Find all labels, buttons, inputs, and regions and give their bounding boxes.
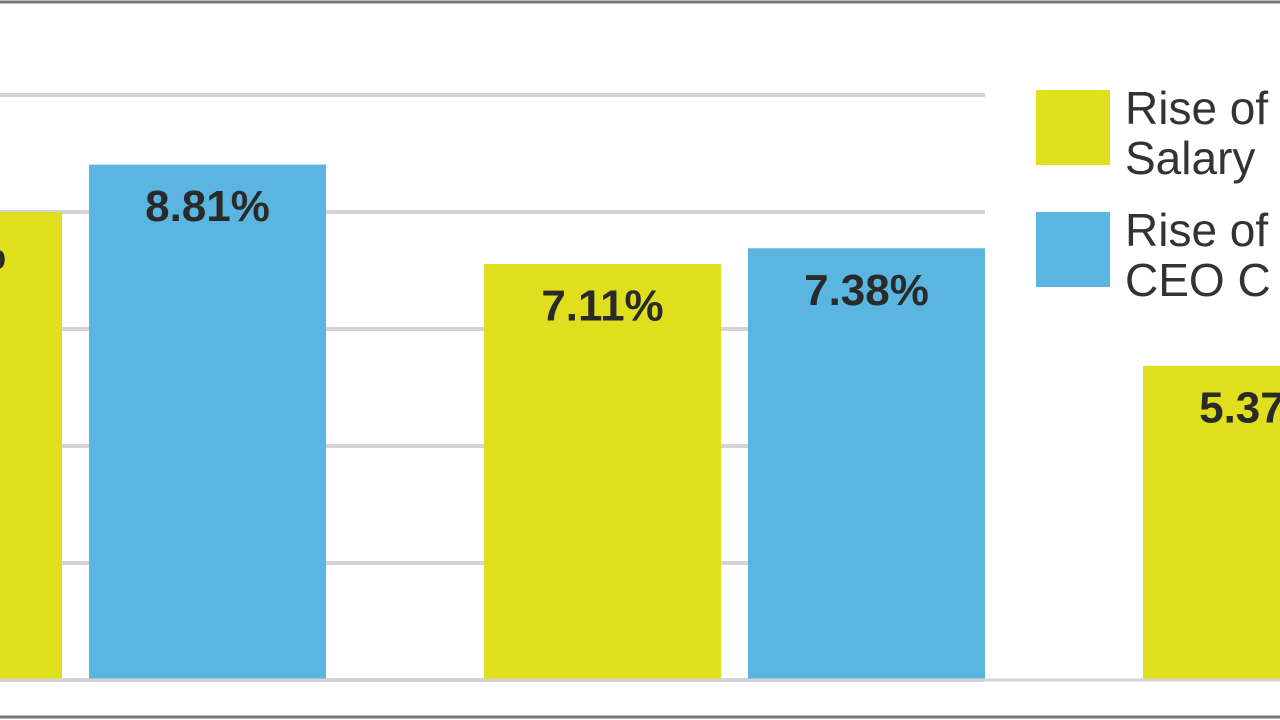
legend-label: Rise of CEO C xyxy=(1125,204,1271,306)
legend-label: Rise of Salary xyxy=(1125,82,1269,184)
bar xyxy=(748,248,985,680)
bar xyxy=(89,164,326,681)
data-label: 7.11% xyxy=(541,282,663,331)
bar xyxy=(484,264,721,680)
data-label: 5.37% xyxy=(1199,383,1280,432)
data-label: 7.38% xyxy=(804,266,929,315)
legend-swatch xyxy=(1036,212,1110,287)
bar xyxy=(1143,365,1280,680)
bar xyxy=(0,212,62,680)
data-label: 8.81% xyxy=(145,182,270,231)
data-label: 8.00% xyxy=(0,230,6,279)
legend-swatch xyxy=(1036,90,1110,165)
